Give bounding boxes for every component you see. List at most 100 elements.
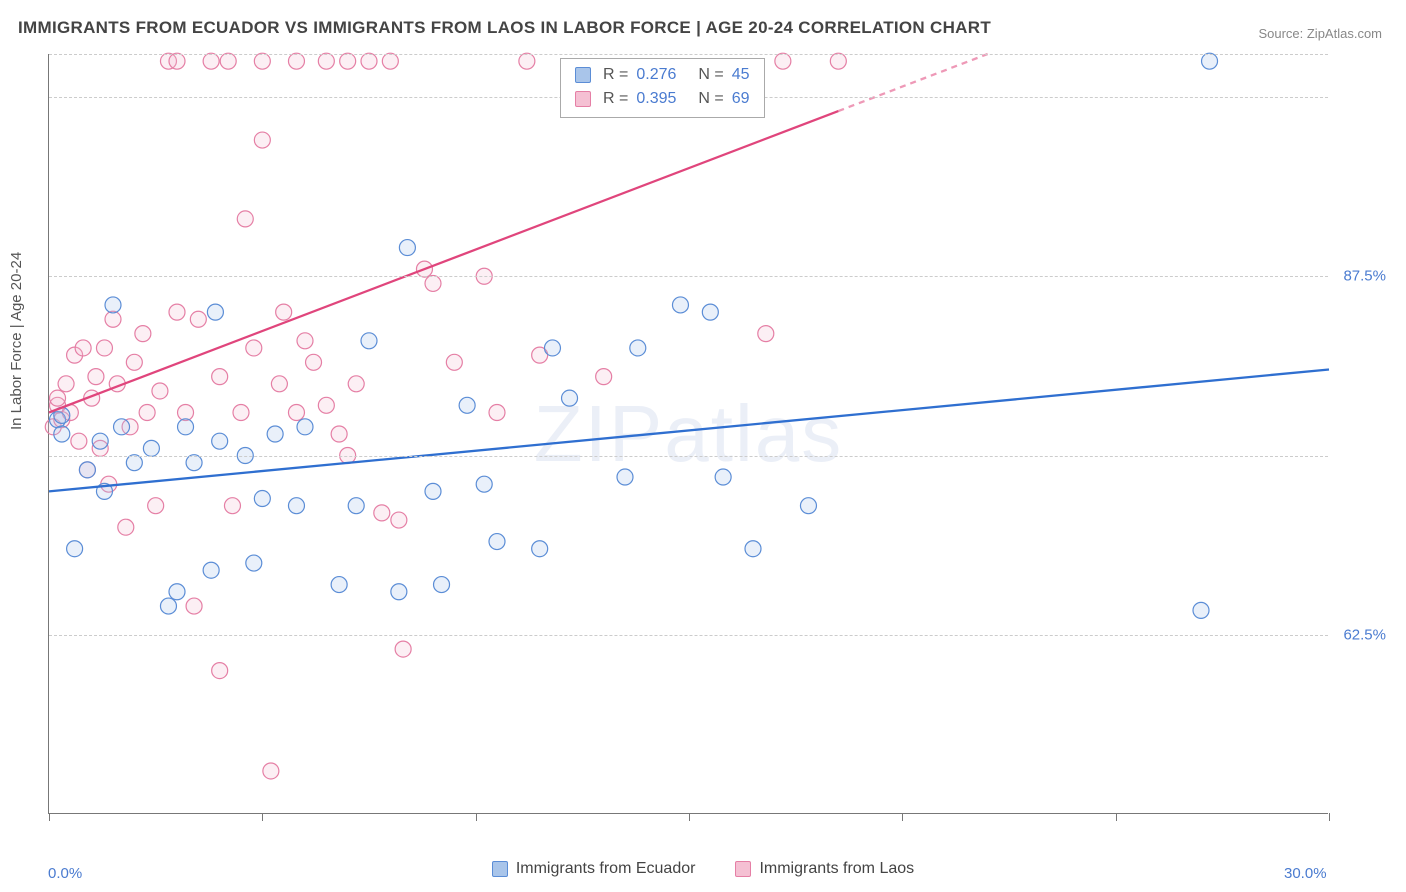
scatter-point (254, 53, 270, 69)
scatter-point (148, 498, 164, 514)
stat-n-laos: 69 (732, 87, 750, 111)
scatter-point (489, 404, 505, 420)
scatter-point (434, 577, 450, 593)
scatter-point (630, 340, 646, 356)
scatter-point (331, 577, 347, 593)
x-tick (1116, 813, 1117, 821)
trend-line-ecuador (49, 369, 1329, 491)
scatter-point (395, 641, 411, 657)
scatter-point (758, 326, 774, 342)
scatter-point (178, 404, 194, 420)
scatter-point (169, 53, 185, 69)
scatter-point (532, 541, 548, 557)
gridline-h (49, 635, 1328, 636)
scatter-point (374, 505, 390, 521)
scatter-point (425, 275, 441, 291)
scatter-svg (49, 54, 1328, 813)
scatter-point (58, 376, 74, 392)
y-tick-label: 87.5% (1343, 268, 1386, 285)
scatter-point (544, 340, 560, 356)
legend-label-laos: Immigrants from Laos (759, 860, 914, 878)
swatch-laos-icon (575, 91, 591, 107)
scatter-point (391, 584, 407, 600)
scatter-point (715, 469, 731, 485)
scatter-point (237, 211, 253, 227)
scatter-point (288, 53, 304, 69)
scatter-point (271, 376, 287, 392)
scatter-point (212, 433, 228, 449)
scatter-point (178, 419, 194, 435)
scatter-point (267, 426, 283, 442)
stat-r-laos: 0.395 (636, 87, 676, 111)
swatch-ecuador-icon (492, 861, 508, 877)
scatter-point (105, 311, 121, 327)
scatter-point (186, 598, 202, 614)
scatter-point (96, 340, 112, 356)
scatter-point (54, 426, 70, 442)
scatter-point (203, 53, 219, 69)
scatter-point (391, 512, 407, 528)
bottom-legend: Immigrants from Ecuador Immigrants from … (0, 860, 1406, 878)
scatter-point (212, 369, 228, 385)
scatter-point (745, 541, 761, 557)
scatter-point (75, 340, 91, 356)
scatter-point (50, 390, 66, 406)
y-axis-label: In Labor Force | Age 20-24 (8, 252, 25, 430)
scatter-point (254, 491, 270, 507)
scatter-point (263, 763, 279, 779)
scatter-point (399, 240, 415, 256)
scatter-point (306, 354, 322, 370)
scatter-point (233, 404, 249, 420)
scatter-point (207, 304, 223, 320)
swatch-ecuador-icon (575, 67, 591, 83)
scatter-point (318, 397, 334, 413)
scatter-point (425, 483, 441, 499)
stat-r-label: R = (603, 63, 628, 87)
x-tick (262, 813, 263, 821)
scatter-point (246, 340, 262, 356)
chart-plot-area: ZIPatlas (48, 54, 1328, 814)
scatter-point (190, 311, 206, 327)
stat-n-ecuador: 45 (732, 63, 750, 87)
scatter-point (519, 53, 535, 69)
scatter-point (596, 369, 612, 385)
stat-row-ecuador: R = 0.276 N = 45 (575, 63, 750, 87)
scatter-point (139, 404, 155, 420)
scatter-point (348, 498, 364, 514)
scatter-point (203, 562, 219, 578)
scatter-point (617, 469, 633, 485)
scatter-point (135, 326, 151, 342)
scatter-point (459, 397, 475, 413)
stat-n-label: N = (698, 87, 723, 111)
scatter-point (340, 53, 356, 69)
scatter-point (169, 584, 185, 600)
scatter-point (105, 297, 121, 313)
x-tick-label: 30.0% (1284, 865, 1327, 882)
scatter-point (830, 53, 846, 69)
chart-title: IMMIGRANTS FROM ECUADOR VS IMMIGRANTS FR… (18, 18, 991, 38)
scatter-point (71, 433, 87, 449)
scatter-point (186, 455, 202, 471)
legend-item-laos: Immigrants from Laos (735, 860, 914, 878)
trend-line-laos-dashed (838, 54, 987, 111)
scatter-point (246, 555, 262, 571)
scatter-point (672, 297, 688, 313)
scatter-point (318, 53, 334, 69)
scatter-point (348, 376, 364, 392)
x-tick (902, 813, 903, 821)
scatter-point (288, 404, 304, 420)
scatter-point (169, 304, 185, 320)
scatter-point (361, 333, 377, 349)
scatter-point (1202, 53, 1218, 69)
x-tick (49, 813, 50, 821)
y-tick-label: 62.5% (1343, 626, 1386, 643)
x-tick (689, 813, 690, 821)
scatter-point (126, 455, 142, 471)
scatter-point (254, 132, 270, 148)
scatter-point (489, 534, 505, 550)
scatter-point (118, 519, 134, 535)
scatter-point (446, 354, 462, 370)
scatter-point (775, 53, 791, 69)
stat-n-label: N = (698, 63, 723, 87)
source-attribution: Source: ZipAtlas.com (1258, 26, 1382, 41)
